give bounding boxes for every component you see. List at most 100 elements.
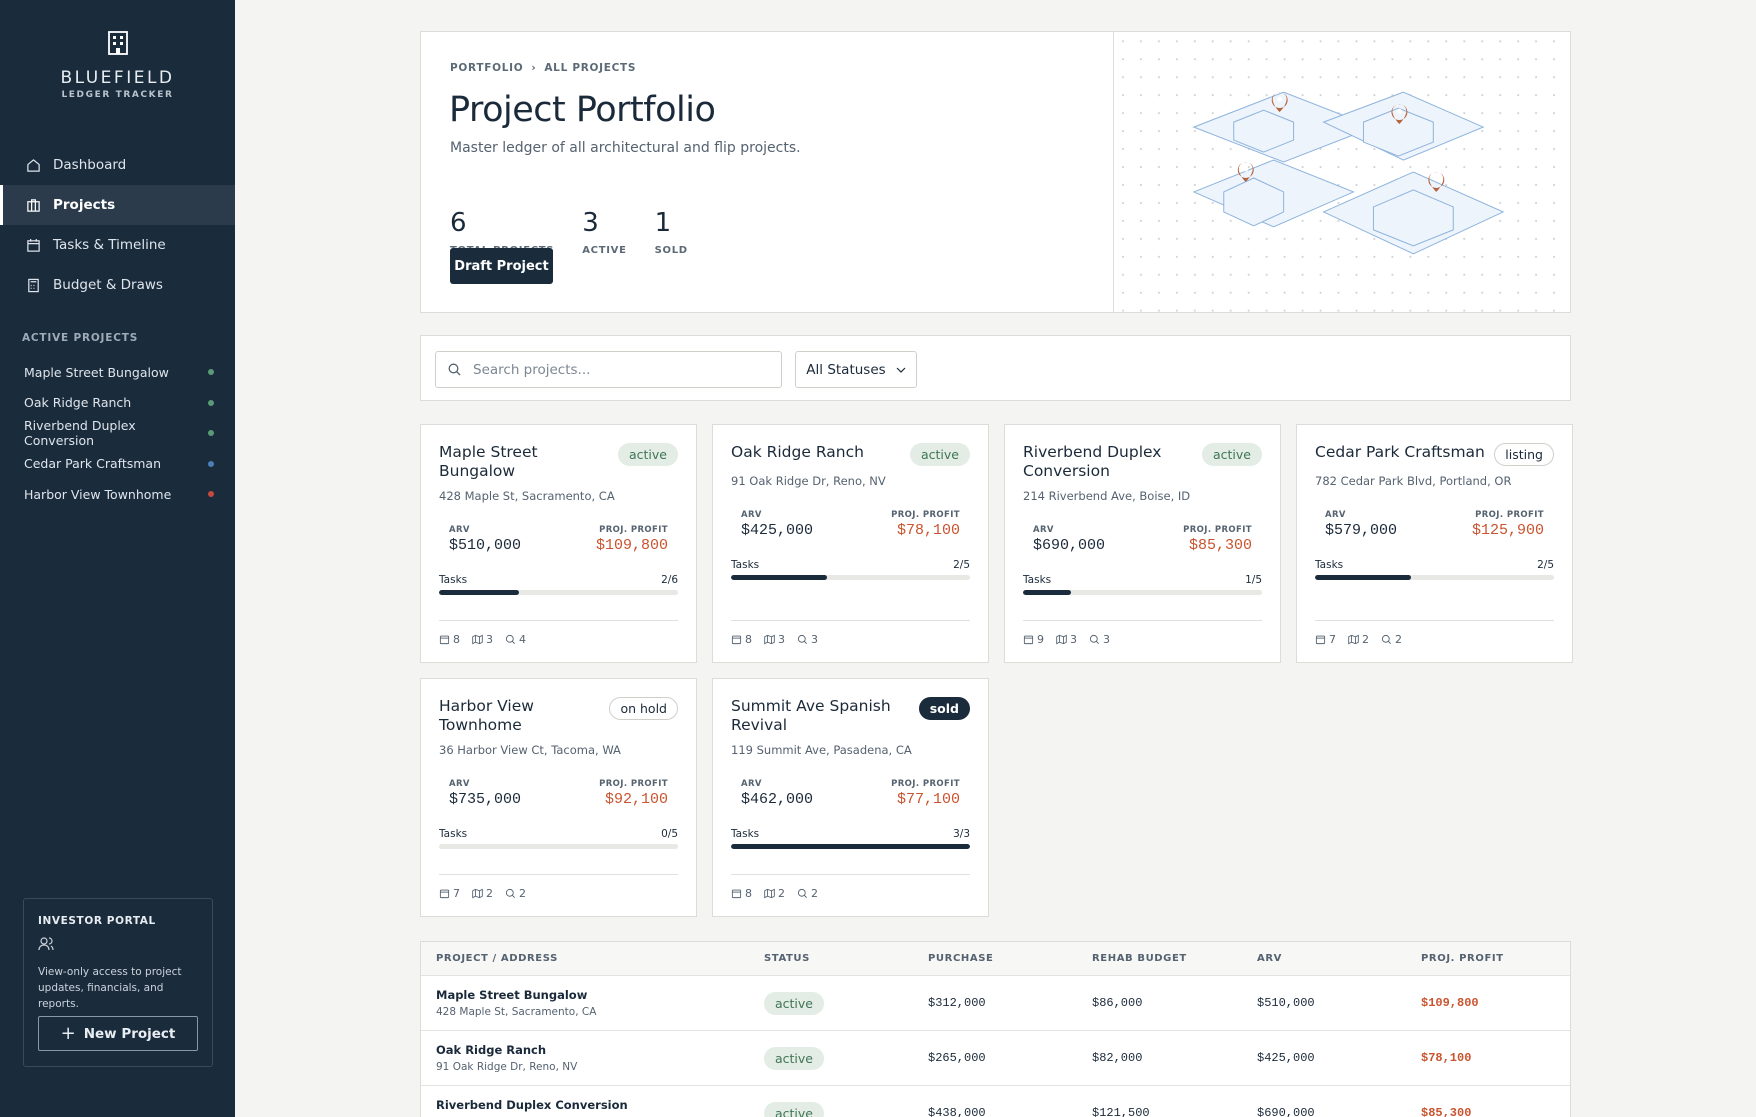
graphic-path xyxy=(1428,172,1445,192)
separator: / xyxy=(667,828,672,840)
header-panel: PORTFOLIO › ALL PROJECTS Project Portfolio… xyxy=(420,31,1571,313)
tasks-row: Tasks 3/3 xyxy=(731,828,970,840)
graphic-circle xyxy=(797,634,806,643)
graphic-path xyxy=(1233,109,1295,153)
profit: $85,300 xyxy=(1421,1106,1472,1117)
project-name: Harbor View Townhome xyxy=(439,697,534,734)
count-value: 2 xyxy=(1362,633,1369,646)
project-cell: Riverbend Duplex Conversion214 Riverbend… xyxy=(436,1098,764,1117)
project-card[interactable]: Summit Ave Spanish Revival sold 119 Summit… xyxy=(712,678,989,917)
active-project[interactable]: Maple Street Bungalow xyxy=(24,357,214,388)
button-label: New Project xyxy=(83,1025,176,1042)
graphic-rect xyxy=(119,42,123,45)
metric-label: PROJ. PROFIT xyxy=(1183,525,1252,535)
card-footer: 8 3 4 xyxy=(439,620,678,646)
separator: / xyxy=(1251,574,1256,586)
card-footer: 7 2 2 xyxy=(1315,620,1554,646)
progress-track xyxy=(731,844,970,849)
card-header: Oak Ridge Ranch active xyxy=(731,443,970,466)
progress-track xyxy=(1315,575,1554,580)
stat: 1 SOLD xyxy=(655,208,688,257)
graphic-path xyxy=(803,640,807,644)
metric-label: ARV xyxy=(741,779,762,789)
brand-tagline: LEDGER TRACKER xyxy=(61,90,174,100)
project-card[interactable]: Maple Street Bungalow active 428 Maple St,… xyxy=(420,424,697,663)
tasks-done: 2 xyxy=(661,574,668,586)
progress-fill xyxy=(439,590,519,595)
table-row[interactable]: Maple Street Bungalow 428 Maple St, Sacra… xyxy=(421,976,1570,1031)
metrics: ARV $462,000 PROJ. PROFIT $77,100 xyxy=(731,779,970,808)
count-icon xyxy=(439,635,450,645)
purchase: $438,000 xyxy=(928,1106,986,1117)
count-value: 3 xyxy=(811,633,818,646)
metrics: ARV $579,000 PROJ. PROFIT $125,900 xyxy=(1315,510,1554,539)
profit: PROJ. PROFIT $85,300 xyxy=(1183,525,1252,554)
status-dot xyxy=(208,430,214,437)
count: 7 xyxy=(439,887,460,900)
count-value: 3 xyxy=(486,633,493,646)
count-value: 8 xyxy=(453,633,460,646)
profit: PROJ. PROFIT $78,100 xyxy=(891,510,960,539)
project-name: Cedar Park Craftsman xyxy=(24,456,161,472)
profit-value: $77,100 xyxy=(896,791,960,808)
graphic-path xyxy=(1271,92,1288,113)
active-project[interactable]: Oak Ridge Ranch xyxy=(24,388,214,419)
count-icon xyxy=(505,888,515,898)
tasks-progress: 2/5 xyxy=(953,559,970,571)
table-row[interactable]: Riverbend Duplex Conversion214 Riverbend… xyxy=(421,1086,1570,1117)
graphic-path xyxy=(511,894,515,898)
active-project[interactable]: Harbor View Townhome xyxy=(24,479,214,510)
card-footer: 7 2 2 xyxy=(439,874,678,900)
new-project-button[interactable]: + New Project xyxy=(38,1016,198,1051)
rehab-budget: $82,000 xyxy=(1092,1051,1143,1065)
draft-project-button[interactable]: Draft Project xyxy=(450,248,553,284)
project-address: 36 Harbor View Ct, Tacoma, WA xyxy=(439,743,621,757)
search-input[interactable]: Search projects... xyxy=(435,351,782,388)
progress-track xyxy=(1023,590,1262,595)
graphic-circle xyxy=(1089,634,1098,643)
nav-item[interactable]: Dashboard xyxy=(0,145,235,185)
count-icon xyxy=(439,889,450,899)
project-cards: Maple Street Bungalow active 428 Maple St,… xyxy=(420,424,1573,917)
project-card[interactable]: Harbor View Townhome on hold 36 Harbor Vie… xyxy=(420,678,697,917)
tasks-done: 1 xyxy=(1245,574,1252,586)
graphic-path xyxy=(27,158,40,172)
status-dot xyxy=(208,460,214,467)
count: 3 xyxy=(1089,633,1110,646)
project-card[interactable]: Oak Ridge Ranch active 91 Oak Ridge Dr, Re… xyxy=(712,424,989,663)
nav-item[interactable]: Budget & Draws xyxy=(0,265,235,305)
project-card[interactable]: Riverbend Duplex Conversion active 214 Riv… xyxy=(1004,424,1281,663)
count: 3 xyxy=(472,633,493,646)
active-project[interactable]: Riverbend Duplex Conversion xyxy=(24,418,214,449)
profit-value: $92,100 xyxy=(604,791,668,808)
project-card[interactable]: Cedar Park Craftsman listing 782 Cedar Par… xyxy=(1296,424,1573,663)
project-name: Oak Ridge Ranch xyxy=(436,1043,547,1057)
stat-label: SOLD xyxy=(654,245,688,256)
profit: $78,100 xyxy=(1421,1051,1472,1065)
count: 8 xyxy=(731,633,752,646)
section-title: ACTIVE PROJECTS xyxy=(22,332,139,344)
count-icon xyxy=(764,888,775,899)
count-icon xyxy=(472,888,483,899)
count: 2 xyxy=(1348,633,1369,646)
table-row[interactable]: Oak Ridge Ranch 91 Oak Ridge Dr, Reno, NV… xyxy=(421,1031,1570,1086)
arv: $425,000 xyxy=(1257,1051,1315,1065)
active-project[interactable]: Cedar Park Craftsman xyxy=(24,449,214,480)
count-icon xyxy=(1315,635,1326,645)
arv: ARV $690,000 xyxy=(1033,525,1105,554)
count-icon xyxy=(731,889,742,899)
project-address: 428 Maple St, Sacramento, CA xyxy=(439,489,615,503)
graphic-circle xyxy=(1277,96,1283,102)
purchase: $265,000 xyxy=(928,1051,986,1065)
nav-item[interactable]: Tasks & Timeline xyxy=(0,225,235,265)
status-select[interactable]: All Statuses xyxy=(795,351,917,388)
column-header: PROJECT / ADDRESS xyxy=(436,953,558,964)
nav-item[interactable]: Projects xyxy=(0,185,235,225)
breadcrumb: PORTFOLIO › ALL PROJECTS xyxy=(450,62,644,74)
column-header: ARV xyxy=(1257,953,1282,964)
count: 3 xyxy=(764,633,785,646)
crumb[interactable]: PORTFOLIO xyxy=(450,62,524,74)
select-label: All Statuses xyxy=(806,361,886,378)
progress-track xyxy=(439,590,678,595)
